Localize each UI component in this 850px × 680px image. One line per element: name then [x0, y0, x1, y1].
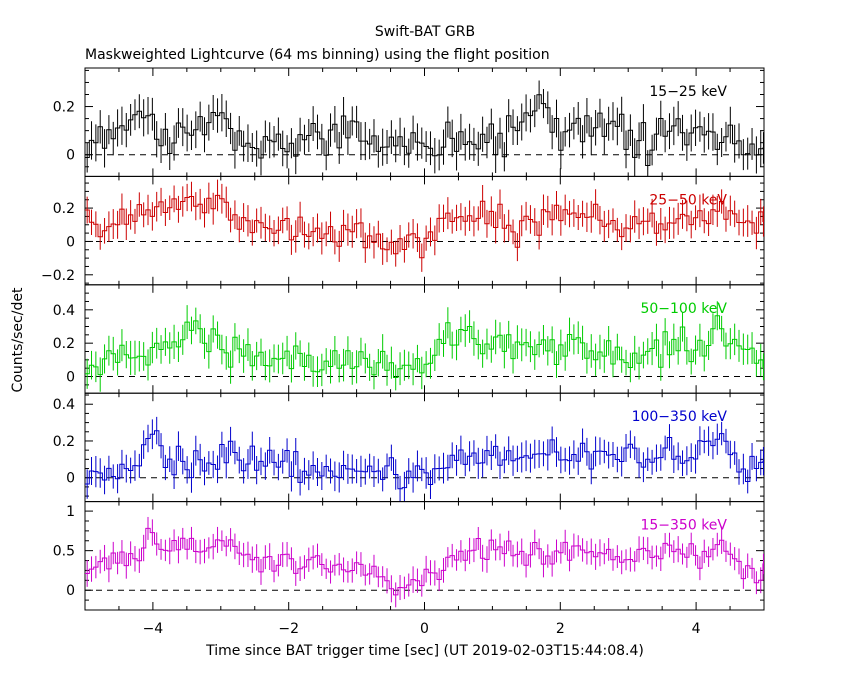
y-tick-label: 0.2: [53, 201, 75, 217]
x-tick-label: −4: [143, 621, 164, 637]
series-line: [85, 430, 764, 490]
band-label: 15−25 keV: [649, 84, 727, 100]
y-tick-label: 0: [66, 471, 75, 487]
series-0: [85, 80, 764, 177]
x-tick-labels: −4 −2 0 2 4: [143, 621, 701, 637]
series-4: [85, 516, 764, 608]
y-tick-label: 0.2: [53, 434, 75, 450]
band-label: 25−50 keV: [649, 192, 727, 208]
series-1: [85, 179, 764, 272]
chart-subtitle: Maskweighted Lightcurve (64 ms binning) …: [85, 47, 550, 63]
panel-0: 0 0.2 15−25 keV: [53, 67, 765, 177]
y-tick-label: 0: [66, 234, 75, 250]
y-tick-label: 0.2: [53, 100, 75, 116]
x-tick-label: 4: [692, 621, 701, 637]
y-tick-label: −0.2: [41, 268, 75, 284]
series-3: [85, 416, 764, 502]
y-tick-label: 0: [66, 148, 75, 164]
y-tick-label: 0: [66, 583, 75, 599]
y-tick-label: 0.4: [53, 397, 75, 413]
band-label: 100−350 keV: [632, 409, 728, 425]
x-tick-label: −2: [278, 621, 299, 637]
panels-group: 0 0.2 15−25 keV −0.2 0 0.2 25−50 keV 0 0.2 0.4 50−…: [41, 67, 765, 611]
y-tick-label: 1: [66, 504, 75, 520]
x-tick-label: 0: [420, 621, 429, 637]
y-tick-label: 0.5: [53, 544, 75, 560]
y-tick-label: 0: [66, 370, 75, 386]
y-tick-label: 0.2: [53, 336, 75, 352]
band-label: 50−100 keV: [640, 301, 727, 317]
series-line: [85, 527, 764, 596]
panel-2: 0 0.2 0.4 50−100 keV: [53, 284, 765, 394]
series-line: [85, 94, 764, 166]
series-line: [85, 194, 764, 259]
band-label: 15−350 keV: [640, 518, 727, 534]
chart-title: Swift-BAT GRB: [375, 24, 475, 40]
x-axis-label: Time since BAT trigger time [sec] (UT 20…: [205, 643, 644, 659]
x-tick-label: 2: [556, 621, 565, 637]
y-tick-label: 0.4: [53, 303, 75, 319]
series-line: [85, 315, 764, 378]
panel-3: 0 0.2 0.4 100−350 keV: [53, 392, 765, 503]
series-2: [85, 301, 764, 392]
panel-4: 0 0.5 1 15−350 keV: [53, 501, 765, 611]
y-axis-label: Counts/sec/det: [10, 287, 26, 392]
panel-1: −0.2 0 0.2 25−50 keV: [41, 175, 765, 286]
